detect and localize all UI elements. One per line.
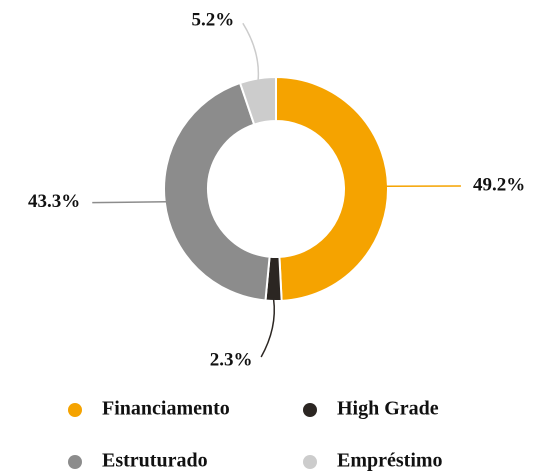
leader-line bbox=[260, 298, 275, 358]
legend-label: Estruturado bbox=[102, 450, 208, 472]
donut-segment bbox=[163, 81, 271, 302]
legend-marker bbox=[68, 403, 82, 417]
leader-line bbox=[242, 22, 260, 81]
leader-line bbox=[92, 201, 167, 204]
legend-label: Empréstimo bbox=[337, 450, 443, 472]
donut-segment bbox=[275, 75, 389, 302]
legend-marker bbox=[303, 455, 317, 469]
legend-marker bbox=[303, 403, 317, 417]
legend-marker bbox=[68, 455, 82, 469]
donut-segment bbox=[238, 75, 277, 126]
value-label: 5.2% bbox=[191, 10, 234, 31]
legend-label: High Grade bbox=[337, 398, 439, 420]
legend-label: Financiamento bbox=[102, 398, 230, 420]
value-label: 49.2% bbox=[473, 174, 525, 195]
value-label: 43.3% bbox=[28, 191, 80, 212]
value-label: 2.3% bbox=[210, 349, 253, 370]
